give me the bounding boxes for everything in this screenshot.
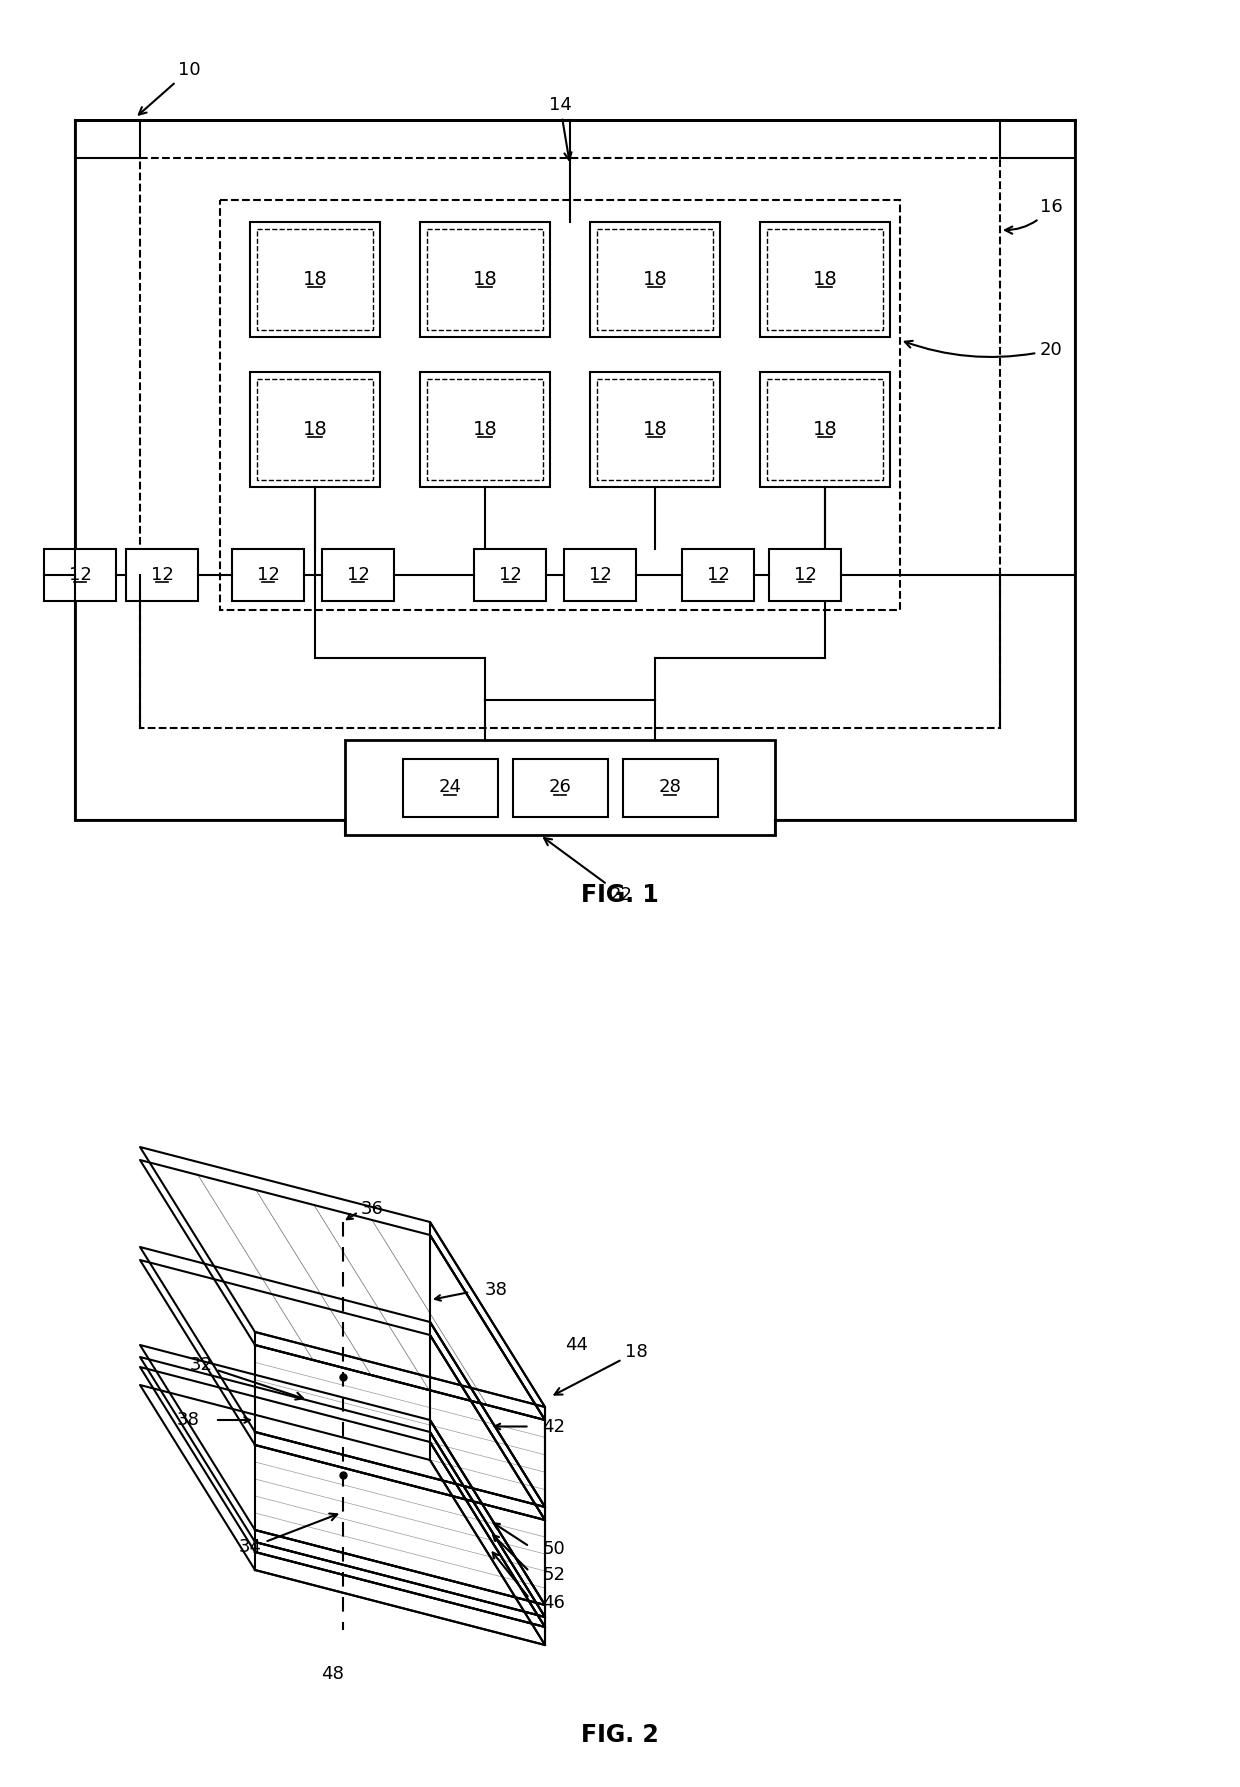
Text: 12: 12	[346, 566, 370, 584]
Bar	[768, 379, 883, 481]
Text: 18: 18	[642, 420, 667, 440]
Bar	[590, 222, 720, 338]
Text: 12: 12	[707, 566, 729, 584]
Text: 18: 18	[472, 420, 497, 440]
Text: 42: 42	[543, 1417, 565, 1435]
Bar	[512, 758, 608, 817]
Text: 18: 18	[812, 420, 837, 440]
Bar	[427, 379, 543, 481]
Text: 36: 36	[361, 1201, 383, 1219]
Bar	[596, 379, 713, 481]
Bar	[420, 372, 551, 488]
Text: FIG. 1: FIG. 1	[582, 883, 658, 908]
Text: 46: 46	[543, 1594, 565, 1612]
Bar	[250, 372, 379, 488]
Text: 32: 32	[190, 1356, 303, 1399]
Bar	[769, 549, 841, 600]
Text: 52: 52	[543, 1565, 565, 1583]
Bar	[474, 549, 546, 600]
Bar	[232, 549, 304, 600]
Bar	[140, 157, 999, 727]
Text: 18: 18	[303, 270, 327, 289]
Bar	[219, 200, 900, 609]
Text: 12: 12	[257, 566, 279, 584]
Bar	[322, 549, 394, 600]
Bar	[345, 740, 775, 835]
Text: 38: 38	[177, 1412, 200, 1430]
Bar	[43, 549, 117, 600]
Bar	[768, 229, 883, 331]
Text: 26: 26	[548, 779, 572, 797]
Bar	[257, 379, 373, 481]
Text: 16: 16	[1006, 198, 1063, 234]
Text: 22: 22	[544, 838, 632, 904]
Text: 18: 18	[642, 270, 667, 289]
Text: 10: 10	[139, 61, 201, 114]
Bar	[420, 222, 551, 338]
Text: 44: 44	[565, 1335, 589, 1353]
Text: 34: 34	[239, 1514, 337, 1556]
Bar	[760, 372, 890, 488]
Bar	[257, 229, 373, 331]
Text: 18: 18	[472, 270, 497, 289]
Bar	[74, 120, 1075, 820]
Bar	[250, 222, 379, 338]
Bar	[622, 758, 718, 817]
Text: 50: 50	[543, 1539, 565, 1558]
Text: 20: 20	[905, 341, 1063, 359]
Text: 12: 12	[150, 566, 174, 584]
Bar	[403, 758, 497, 817]
Text: 12: 12	[498, 566, 522, 584]
Text: 12: 12	[68, 566, 92, 584]
Text: 18: 18	[303, 420, 327, 440]
Bar	[596, 229, 713, 331]
Bar	[126, 549, 198, 600]
Text: 24: 24	[439, 779, 461, 797]
Bar	[682, 549, 754, 600]
Text: 28: 28	[658, 779, 682, 797]
Bar	[564, 549, 636, 600]
Text: 18: 18	[812, 270, 837, 289]
Bar	[427, 229, 543, 331]
Text: 48: 48	[321, 1665, 343, 1683]
Text: 12: 12	[794, 566, 816, 584]
Bar	[590, 372, 720, 488]
Bar	[760, 222, 890, 338]
Text: 12: 12	[589, 566, 611, 584]
Text: 14: 14	[548, 96, 572, 161]
Text: 18: 18	[554, 1344, 647, 1394]
Text: 38: 38	[485, 1281, 508, 1299]
Text: FIG. 2: FIG. 2	[582, 1723, 658, 1748]
